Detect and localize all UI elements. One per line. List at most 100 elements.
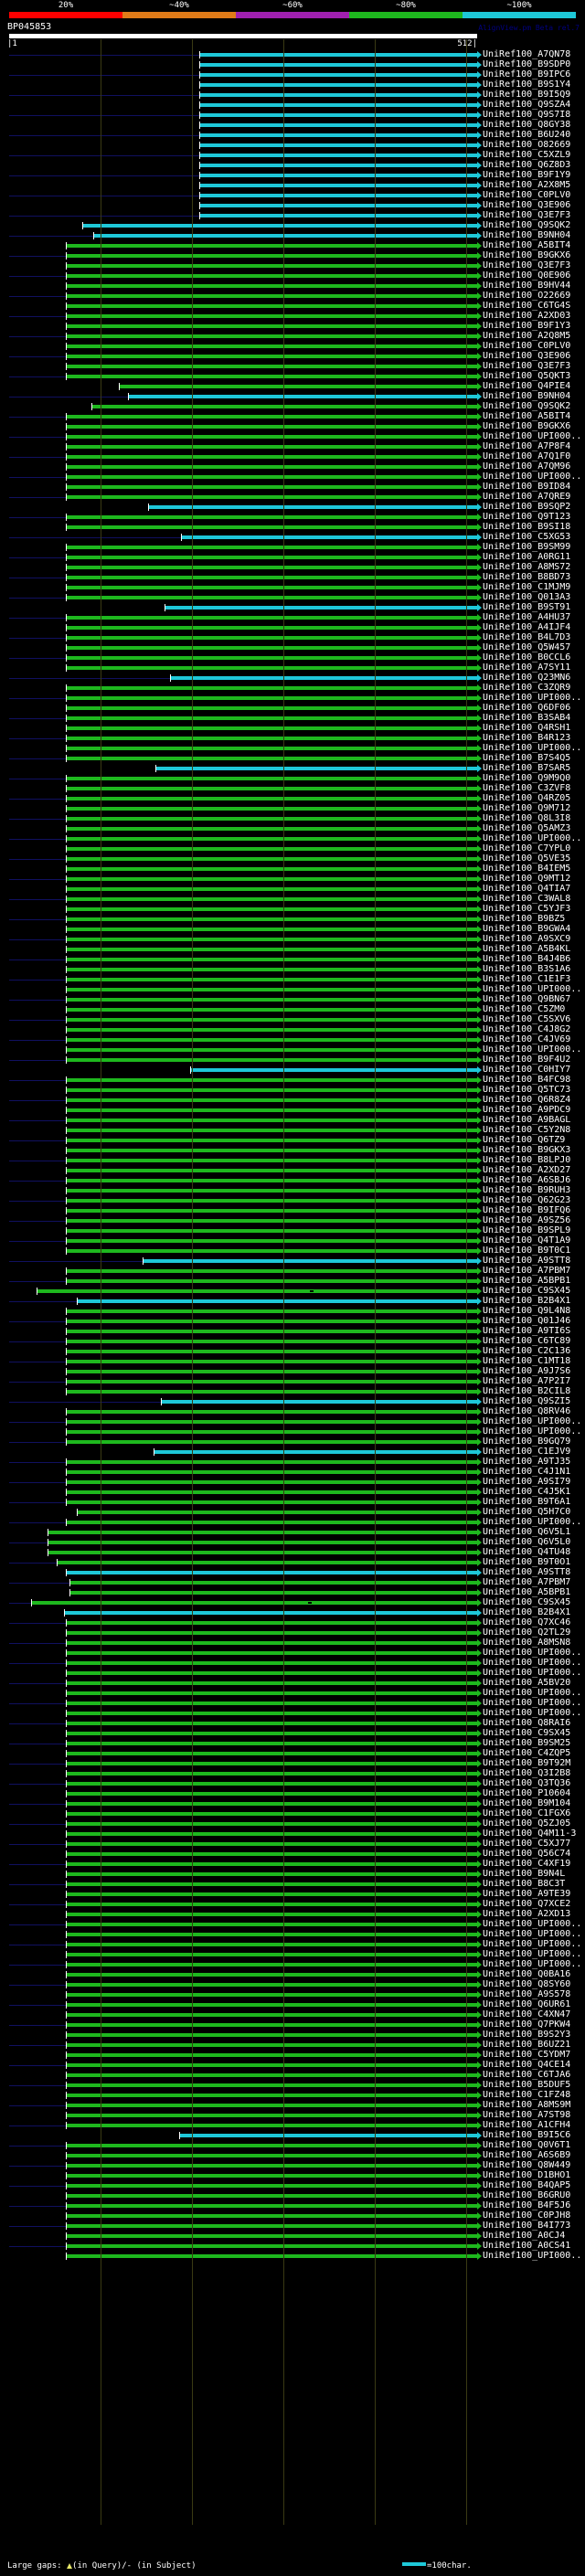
- hit-label[interactable]: UniRef100_C5XJ77: [483, 1839, 571, 1849]
- hit-row[interactable]: UniRef100_O82669: [0, 140, 585, 151]
- hit-row[interactable]: UniRef100_C5XZL9: [0, 150, 585, 161]
- hsp-bar[interactable]: [66, 2244, 477, 2248]
- hsp-bar[interactable]: [66, 616, 477, 620]
- hsp-bar[interactable]: [66, 1742, 477, 1745]
- hit-row[interactable]: UniRef100_Q9S7I8: [0, 110, 585, 121]
- hsp-bar[interactable]: [66, 1480, 477, 1484]
- hit-row[interactable]: UniRef100_UPI000..: [0, 1939, 585, 1950]
- hit-label[interactable]: UniRef100_A4IJF4: [483, 622, 571, 632]
- hit-row[interactable]: UniRef100_B7SAR5: [0, 763, 585, 774]
- hsp-bar[interactable]: [66, 2013, 477, 2017]
- hsp-bar[interactable]: [66, 2164, 477, 2168]
- hit-label[interactable]: UniRef100_UPI000..: [483, 1668, 582, 1678]
- hsp-bar[interactable]: [161, 1400, 477, 1404]
- hit-label[interactable]: UniRef100_A9S578: [483, 1989, 571, 1999]
- hsp-bar[interactable]: [66, 1239, 477, 1243]
- hit-label[interactable]: UniRef100_A9SI79: [483, 1477, 571, 1487]
- hit-row[interactable]: UniRef100_A9SZ56: [0, 1215, 585, 1226]
- hsp-bar[interactable]: [199, 164, 477, 167]
- hit-row[interactable]: UniRef100_Q2TL29: [0, 1627, 585, 1638]
- hit-label[interactable]: UniRef100_UPI000..: [483, 1517, 582, 1527]
- hit-row[interactable]: UniRef100_Q6V5L0: [0, 1537, 585, 1548]
- hit-label[interactable]: UniRef100_Q0BA16: [483, 1969, 571, 1979]
- hit-row[interactable]: UniRef100_A7P2I7: [0, 1376, 585, 1387]
- hsp-bar[interactable]: [66, 988, 477, 991]
- hsp-bar[interactable]: [66, 1159, 477, 1162]
- hsp-bar[interactable]: [31, 1601, 477, 1605]
- hit-row[interactable]: UniRef100_B9IFQ6: [0, 1205, 585, 1216]
- hit-label[interactable]: UniRef100_Q9M9Q0: [483, 773, 571, 783]
- hit-label[interactable]: UniRef100_B9S2Y3: [483, 2030, 571, 2040]
- hit-label[interactable]: UniRef100_B9T0C1: [483, 1246, 571, 1256]
- hsp-bar[interactable]: [66, 1169, 477, 1172]
- hit-row[interactable]: UniRef100_C3ZQR9: [0, 683, 585, 694]
- hsp-bar[interactable]: [66, 1993, 477, 1997]
- hsp-bar[interactable]: [66, 998, 477, 1002]
- hit-label[interactable]: UniRef100_UPI000..: [483, 1939, 582, 1949]
- hit-row[interactable]: UniRef100_Q013A3: [0, 592, 585, 603]
- hit-label[interactable]: UniRef100_B9F4U2: [483, 1055, 571, 1065]
- hit-label[interactable]: UniRef100_B4FC98: [483, 1075, 571, 1085]
- hsp-bar[interactable]: [82, 224, 477, 228]
- hsp-bar[interactable]: [66, 1058, 477, 1062]
- hit-label[interactable]: UniRef100_Q9S7I8: [483, 110, 571, 120]
- hit-row[interactable]: UniRef100_B9SDP0: [0, 59, 585, 70]
- hit-label[interactable]: UniRef100_B0CCL6: [483, 652, 571, 663]
- hit-label[interactable]: UniRef100_C4XF19: [483, 1859, 571, 1869]
- hit-row[interactable]: UniRef100_C4XN47: [0, 2009, 585, 2020]
- hit-label[interactable]: UniRef100_A9SZ56: [483, 1215, 571, 1225]
- hit-row[interactable]: UniRef100_B9ID84: [0, 482, 585, 493]
- hsp-bar[interactable]: [66, 2154, 477, 2157]
- hit-label[interactable]: UniRef100_B9GKX6: [483, 250, 571, 260]
- hit-label[interactable]: UniRef100_A2X8M5: [483, 180, 571, 190]
- hsp-bar[interactable]: [66, 897, 477, 901]
- hit-row[interactable]: UniRef100_B8BD73: [0, 572, 585, 583]
- hit-row[interactable]: UniRef100_B9T0C1: [0, 1246, 585, 1256]
- hsp-bar[interactable]: [91, 405, 477, 408]
- hit-row[interactable]: UniRef100_Q5H7C0: [0, 1507, 585, 1518]
- hsp-bar[interactable]: [190, 1068, 477, 1072]
- hit-label[interactable]: UniRef100_C7YPL0: [483, 843, 571, 853]
- hit-row[interactable]: UniRef100_Q01J46: [0, 1316, 585, 1327]
- hit-label[interactable]: UniRef100_C0PLV0: [483, 190, 571, 200]
- hit-label[interactable]: UniRef100_Q9SZI5: [483, 1396, 571, 1406]
- hsp-bar[interactable]: [66, 1380, 477, 1383]
- hit-label[interactable]: UniRef100_B9SM99: [483, 542, 571, 552]
- hit-row[interactable]: UniRef100_B9SI18: [0, 522, 585, 533]
- hit-row[interactable]: UniRef100_B5DUF5: [0, 2080, 585, 2091]
- hit-label[interactable]: UniRef100_A9SXC9: [483, 934, 571, 944]
- hit-label[interactable]: UniRef100_Q6TZ9: [483, 1135, 566, 1145]
- hit-label[interactable]: UniRef100_B9RUH3: [483, 1185, 571, 1195]
- hsp-bar[interactable]: [66, 1621, 477, 1625]
- hit-row[interactable]: UniRef100_Q56C74: [0, 1849, 585, 1860]
- hit-row[interactable]: UniRef100_B9N4L: [0, 1869, 585, 1880]
- hit-row[interactable]: UniRef100_B9I5Q9: [0, 90, 585, 101]
- hsp-bar[interactable]: [66, 696, 477, 700]
- hsp-bar[interactable]: [66, 646, 477, 650]
- hsp-bar[interactable]: [48, 1551, 477, 1554]
- hit-label[interactable]: UniRef100_C9SX45: [483, 1286, 571, 1296]
- hsp-bar[interactable]: [66, 1470, 477, 1474]
- hit-row[interactable]: UniRef100_Q8W449: [0, 2160, 585, 2171]
- hit-label[interactable]: UniRef100_UPI000..: [483, 1708, 582, 1718]
- hsp-bar[interactable]: [66, 928, 477, 931]
- hsp-bar[interactable]: [66, 2094, 477, 2097]
- hit-row[interactable]: UniRef100_C5YJF3: [0, 904, 585, 915]
- hit-label[interactable]: UniRef100_B3S1A6: [483, 964, 571, 974]
- hit-row[interactable]: UniRef100_B9HV44: [0, 281, 585, 292]
- hit-label[interactable]: UniRef100_Q6V5L0: [483, 1537, 571, 1547]
- hsp-bar[interactable]: [66, 1279, 477, 1283]
- hsp-bar[interactable]: [148, 505, 477, 509]
- hit-row[interactable]: UniRef100_B0CCL6: [0, 652, 585, 663]
- hit-row[interactable]: UniRef100_Q0E906: [0, 270, 585, 281]
- hit-row[interactable]: UniRef100_UPI000..: [0, 1919, 585, 1930]
- hit-row[interactable]: UniRef100_A5B4KL: [0, 944, 585, 955]
- hit-row[interactable]: UniRef100_Q4TU48: [0, 1547, 585, 1558]
- hit-label[interactable]: UniRef100_UPI000..: [483, 1919, 582, 1929]
- hit-row[interactable]: UniRef100_UPI000..: [0, 2251, 585, 2262]
- hsp-bar[interactable]: [66, 1139, 477, 1142]
- hit-label[interactable]: UniRef100_B9HV44: [483, 281, 571, 291]
- hit-label[interactable]: UniRef100_C1FGX6: [483, 1808, 571, 1818]
- hit-label[interactable]: UniRef100_Q4TIA7: [483, 884, 571, 894]
- hsp-bar[interactable]: [66, 1872, 477, 1876]
